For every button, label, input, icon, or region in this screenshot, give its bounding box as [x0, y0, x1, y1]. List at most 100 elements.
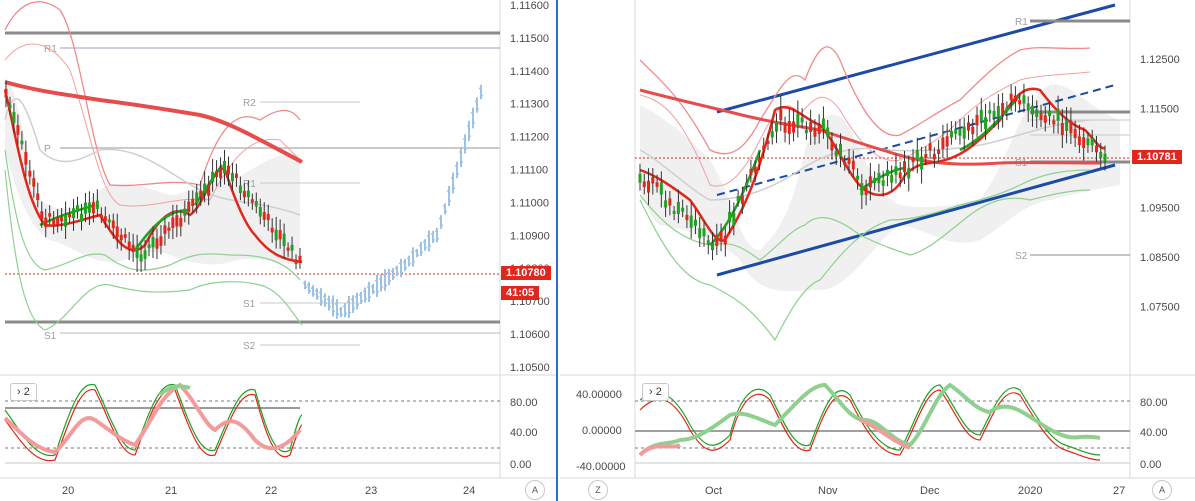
candle-body — [1090, 138, 1094, 146]
price-axis-label-1: 1.11500 — [510, 33, 549, 45]
auto-scale-button[interactable]: A — [1152, 480, 1172, 500]
osc-collapse-tag[interactable]: › 2 — [642, 383, 669, 401]
fast-moving-average-green — [709, 94, 1021, 246]
price-axis-label-1: 1.11500 — [1140, 104, 1179, 116]
price-axis-label-3: 1.09500 — [1140, 203, 1180, 215]
level-label-r1-mid: R1 — [243, 179, 256, 190]
candle-body — [928, 143, 932, 151]
osc-collapse-tag[interactable]: › 2 — [10, 383, 37, 401]
candle-body — [706, 240, 710, 245]
candle-body — [885, 169, 889, 177]
candle-body — [932, 153, 936, 160]
candle-body — [945, 136, 949, 147]
candle-body — [813, 129, 817, 137]
level-label-p: P — [44, 144, 51, 155]
candle-body — [1077, 136, 1081, 146]
auto-scale-button[interactable]: A — [525, 480, 545, 500]
candle-body — [183, 208, 187, 216]
projection-bars — [303, 84, 483, 319]
candle-body — [1052, 120, 1056, 125]
candle-body — [826, 127, 830, 137]
candle-body — [1082, 137, 1086, 148]
candle-body — [187, 201, 191, 212]
candle-body — [68, 214, 72, 218]
candle-body — [949, 130, 953, 138]
gray-ma — [4, 97, 301, 216]
candle-body — [48, 213, 52, 217]
candle-body — [740, 195, 744, 204]
candle-body — [119, 234, 123, 241]
candle-body — [860, 183, 864, 196]
candle-body — [40, 211, 44, 219]
candle-body — [298, 255, 302, 263]
candle-body — [278, 230, 282, 240]
channel-upper — [716, 3, 1116, 114]
lower-band-outer — [639, 169, 1091, 342]
candle-body — [856, 175, 860, 180]
lower-band-inner — [639, 189, 1091, 261]
price-axis-label-6: 1.11000 — [510, 197, 549, 209]
right-chart-pane[interactable]: R1 S1 S2 1.125001.115001.105001.095001.0… — [560, 0, 1195, 501]
zoom-button[interactable]: Z — [588, 480, 608, 500]
candle-body — [655, 182, 659, 187]
candle-body — [1086, 138, 1090, 146]
candle-body — [1035, 109, 1039, 118]
candle-body — [685, 214, 689, 221]
left-chart-pane[interactable]: R1 R2 P R1 S1 S1 S2 1.11600 1.11500 1.1140… — [0, 0, 558, 501]
time-axis-label-1: Nov — [818, 485, 838, 497]
candle-body — [753, 166, 757, 173]
candle-body — [877, 172, 881, 184]
osc-axis-40: 40.00 — [1140, 427, 1168, 439]
candle-body — [44, 217, 48, 228]
lower-band-outer — [4, 169, 303, 331]
candle-body — [199, 190, 203, 198]
price-axis[interactable]: 1.125001.115001.105001.095001.085001.075… — [1140, 54, 1180, 314]
candle-body — [294, 259, 298, 264]
osc-axis-80: 80.00 — [510, 397, 538, 409]
candle-body — [1043, 115, 1047, 123]
price-axis-label-11: 1.10500 — [510, 362, 550, 374]
candle-body — [868, 176, 872, 188]
slow-moving-average — [4, 80, 303, 164]
candle-body — [775, 121, 779, 132]
price-axis-label-0: 1.11600 — [510, 0, 549, 12]
candle-body — [20, 140, 24, 145]
time-axis-label-1: 21 — [165, 485, 177, 497]
candle-body — [262, 212, 266, 220]
candle-body — [898, 172, 902, 179]
left-chart-canvas[interactable]: R1 R2 P R1 S1 S1 S2 1.116001.115001.1140… — [0, 0, 556, 501]
osc-signal — [3, 382, 302, 455]
candle-body — [732, 212, 736, 226]
candle-body — [111, 220, 115, 229]
price-axis-label-0: 1.12500 — [1140, 54, 1180, 66]
time-axis[interactable]: Oct Nov Dec 2020 27 — [705, 485, 1125, 497]
candle-body — [103, 216, 107, 222]
candle-body — [72, 208, 76, 219]
candle-body — [681, 207, 685, 212]
candle-body — [676, 201, 680, 215]
candle-body — [873, 177, 877, 184]
candle-body — [647, 180, 651, 193]
time-axis[interactable]: 20 21 22 23 24 — [62, 485, 475, 497]
candle-body — [1103, 153, 1107, 162]
time-axis-label-4: 27 — [1113, 485, 1125, 497]
level-label-r1: R1 — [1015, 17, 1028, 28]
candle-body — [171, 217, 175, 228]
candle-body — [115, 226, 119, 237]
candle-body — [99, 214, 103, 219]
candle-body — [715, 235, 719, 247]
candle-body — [702, 228, 706, 237]
countdown-badge: 41:05 — [501, 286, 540, 300]
candle-body — [1022, 95, 1026, 104]
candle-body — [107, 219, 111, 223]
right-chart-canvas[interactable]: R1 S1 S2 1.125001.115001.105001.095001.0… — [560, 0, 1195, 501]
candle-body — [979, 109, 983, 122]
candle-body — [1073, 128, 1077, 138]
candle-body — [258, 206, 262, 217]
candle-body — [996, 106, 1000, 118]
candle-body — [223, 160, 227, 174]
candle-body — [87, 202, 91, 213]
price-axis[interactable]: 1.11600 1.11500 1.11400 1.11300 1.11200 1.111… — [510, 0, 550, 374]
candle-body — [992, 110, 996, 118]
candle-body — [234, 173, 238, 178]
